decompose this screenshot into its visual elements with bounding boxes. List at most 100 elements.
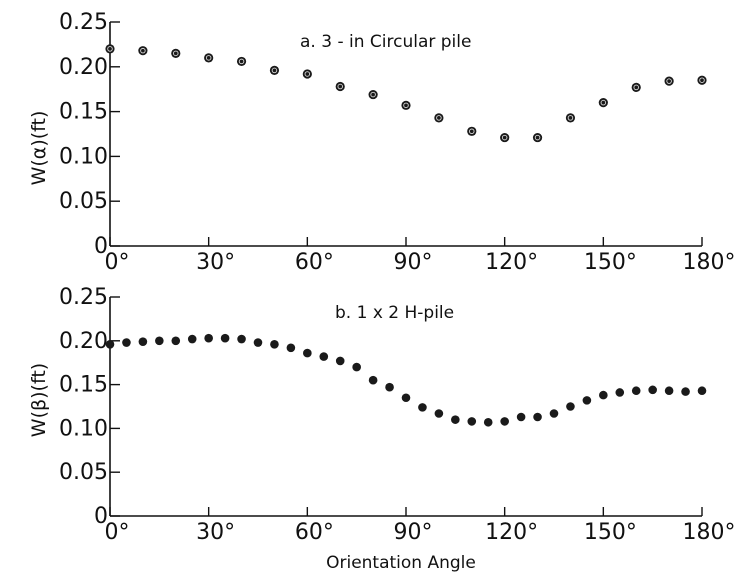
panel-b-x-tick-label: 90° <box>394 520 433 545</box>
panel-a-x-tick-label: 180° <box>683 250 735 275</box>
panel-b-axes <box>109 296 703 517</box>
panel-b-data-point <box>566 402 575 411</box>
panel-b-x-tick-label: 120° <box>485 520 538 545</box>
panel-b-data-point <box>138 337 148 346</box>
panel-a-data-point <box>467 126 477 136</box>
panel-b-data-point <box>237 334 246 344</box>
panel-a-data-point-ring <box>666 78 672 84</box>
panel-a-x-tick-label: 30° <box>196 250 235 275</box>
panel-a-data-point <box>335 81 345 92</box>
panel-b-points <box>105 333 707 427</box>
panel-b-x-tick-label: 150° <box>584 520 637 545</box>
panel-a-data-point-ring <box>633 84 639 91</box>
panel-a-data-point <box>500 132 510 143</box>
panel-a-data-point-ring <box>271 67 278 74</box>
panel-a-data-point <box>598 98 608 108</box>
panel-a-x-tick-label: 60° <box>295 250 334 275</box>
panel-a-data-point-ring <box>238 58 245 65</box>
panel-b-y-tick-labels: 0 0.05 0.10 0.15 0.20 0.25 <box>59 285 108 529</box>
panel-b-data-point <box>681 387 690 396</box>
panel-b-data-point <box>319 352 329 361</box>
panel-b-x-tick-labels: 0° 30° 60° 90° 120° 150° 180° <box>105 520 735 545</box>
panel-a-data-point <box>434 113 444 123</box>
panel-a-data-point <box>105 44 115 54</box>
panel-b-data-point <box>467 417 477 426</box>
panel-a-x-tick-label: 90° <box>394 250 433 275</box>
panel-b-data-point <box>483 417 493 427</box>
panel-b-data-point <box>631 386 641 396</box>
panel-a-axes <box>109 21 703 247</box>
panel-a-data-point <box>631 82 641 93</box>
panel-b-data-point <box>253 338 263 347</box>
panel-a-data-point-ring <box>699 77 705 83</box>
panel-a-x-tick-label: 0° <box>105 250 130 275</box>
panel-a-x-tick-labels: 0° 30° 60° 90° 120° 150° 180° <box>105 250 735 275</box>
panel-b-data-point <box>648 385 657 395</box>
panel-b-y-axis-title: W(β)(ft) <box>28 363 50 437</box>
panel-a-title: a. 3 - in Circular pile <box>300 32 471 52</box>
panel-a-data-point-ring <box>337 83 343 90</box>
panel-a-x-tick-label: 150° <box>584 250 637 275</box>
panel-a-data-point <box>664 76 674 86</box>
panel-b-data-point <box>155 336 164 346</box>
panel-b-data-point <box>220 333 230 343</box>
panel-b-data-point <box>105 340 115 349</box>
panel-a-y-tick-label: 0.25 <box>59 10 108 35</box>
panel-a-data-point-ring <box>534 134 541 141</box>
panel-b-data-point <box>385 382 394 392</box>
panel-b-y-tick-label: 0.20 <box>59 329 108 354</box>
panel-b-data-point <box>401 393 411 403</box>
panel-a-data-point-ring <box>469 128 475 135</box>
panel-a-y-tick-label: 0.10 <box>59 144 108 169</box>
panel-b-y-tick-label: 0.05 <box>59 460 108 485</box>
panel-a-data-point-ring <box>304 71 311 77</box>
panel-a-data-point <box>236 56 247 67</box>
panel-b-data-point <box>582 396 592 405</box>
panel-b-data-point <box>303 348 312 358</box>
panel-a-y-axis-title: W(α)(ft) <box>28 111 50 186</box>
panel-b-data-point <box>270 340 279 349</box>
panel-a-data-point-ring <box>436 115 442 121</box>
panel-a-y-tick-label: 0 <box>94 234 108 259</box>
panel-b-data-point <box>434 409 444 418</box>
panel-a-data-point <box>565 113 576 123</box>
panel-b-data-point <box>368 375 378 385</box>
panel-a-data-point <box>138 46 148 56</box>
panel-b-data-point <box>171 336 181 346</box>
panel-a-data-point-ring <box>140 47 146 54</box>
panel-a-data-point <box>532 132 543 143</box>
panel-a-y-tick-labels: 0 0.05 0.10 0.15 0.20 0.25 <box>59 10 108 259</box>
x-axis-title: Orientation Angle <box>326 553 476 573</box>
panel-b-data-point <box>122 338 131 347</box>
panel-b-y-tick-label: 0 <box>94 504 108 529</box>
panel-a-data-point-ring <box>567 115 574 121</box>
panel-b-title: b. 1 x 2 H-pile <box>335 303 454 323</box>
panel-b-data-point <box>352 362 361 372</box>
panel-b-data-point <box>697 386 707 396</box>
panel-b-y-tick-label: 0.15 <box>59 373 108 398</box>
panel-b-data-point <box>533 412 542 422</box>
panel-a-data-point <box>368 89 378 100</box>
panel-a-data-point <box>302 69 312 79</box>
panel-b-data-point <box>599 390 608 400</box>
panel-b-x-tick-label: 0° <box>105 520 130 545</box>
panel-b-y-tick-label: 0.10 <box>59 416 108 441</box>
panel-b-data-point <box>664 386 674 396</box>
panel-b-data-point <box>516 412 526 422</box>
panel-a-data-point-ring <box>370 91 376 98</box>
panel-a-data-point-ring <box>403 102 409 109</box>
panel-a-y-tick-label: 0.05 <box>59 189 108 214</box>
panel-b-data-point <box>451 415 460 424</box>
panel-a-data-point <box>401 100 411 110</box>
panel-a-data-point <box>204 53 214 63</box>
panel-b: b. 1 x 2 H-pile W(β)(ft) 0 0.05 0.10 0.15 0.… <box>28 285 735 545</box>
panel-a-data-point-ring <box>173 50 179 57</box>
panel-b-data-point <box>286 343 296 353</box>
panel-b-x-tick-label: 60° <box>295 520 334 545</box>
panel-b-data-point <box>187 334 197 344</box>
panel-a-data-point <box>269 65 280 75</box>
panel-a-data-point-ring <box>501 134 508 141</box>
panel-a-points <box>105 44 707 143</box>
panel-a-data-point <box>697 75 707 85</box>
